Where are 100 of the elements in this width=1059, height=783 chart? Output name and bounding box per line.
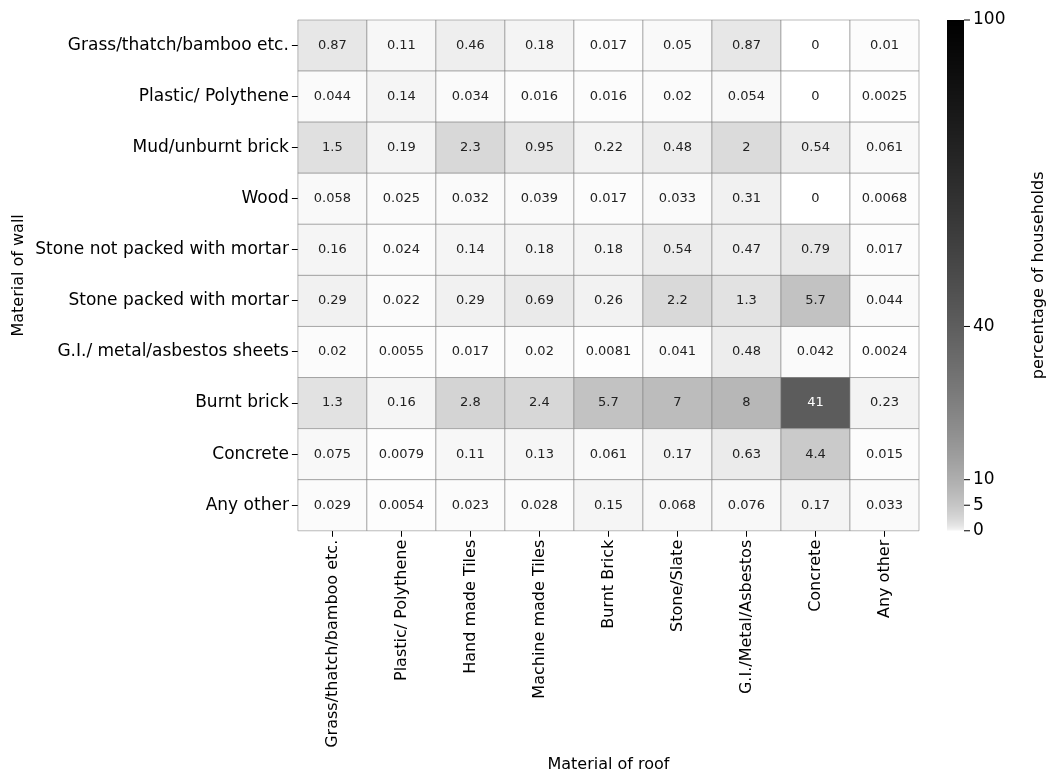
data-label: 0.016 — [589, 87, 628, 103]
data-label: 0.015 — [865, 445, 904, 461]
data-label: 0.16 — [317, 241, 347, 257]
data-label: 2.8 — [460, 394, 481, 410]
data-label: 0.18 — [593, 241, 623, 257]
data-label: 5.7 — [805, 292, 826, 308]
data-label: 41 — [807, 394, 824, 410]
data-label: 0.14 — [455, 241, 485, 257]
data-label: 5.7 — [598, 394, 619, 410]
color-bar-label: 40 — [973, 314, 995, 335]
x-tick-label: Machine made Tiles — [528, 539, 548, 699]
data-label: 0.0079 — [378, 445, 425, 461]
data-label: 4.4 — [805, 445, 826, 461]
color-bar-label: 10 — [973, 468, 995, 489]
data-label: 0.26 — [593, 292, 623, 308]
data-label: 0.15 — [593, 496, 623, 512]
data-label: 0.13 — [524, 445, 554, 461]
data-label: 0.95 — [524, 139, 554, 155]
data-label: 0.0025 — [861, 87, 908, 103]
x-tick-label: Concrete — [804, 539, 824, 612]
data-label: 1.5 — [322, 139, 343, 155]
data-label: 0.48 — [662, 139, 692, 155]
data-label: 0.076 — [727, 496, 766, 512]
data-label: 0.075 — [313, 445, 351, 461]
color-bar-label: 0 — [973, 519, 984, 540]
data-label: 1.3 — [736, 292, 757, 308]
x-tick-label: Hand made Tiles — [459, 539, 479, 674]
data-label: 2.3 — [460, 139, 481, 155]
data-label: 0.044 — [865, 292, 904, 308]
data-label: 0 — [811, 190, 820, 206]
data-label: 0.028 — [520, 496, 559, 512]
color-bar-label: 5 — [973, 493, 984, 514]
data-label: 2.2 — [667, 292, 688, 308]
data-label: 0.23 — [870, 394, 899, 410]
data-label: 0.017 — [865, 241, 904, 257]
y-tick-label: Wood — [241, 187, 289, 208]
data-label: 0.69 — [524, 292, 554, 308]
data-label: 7 — [673, 394, 682, 410]
data-label: 0.18 — [524, 241, 554, 257]
data-label: 0.02 — [524, 343, 554, 359]
y-tick-label: Any other — [205, 493, 289, 514]
data-label: 0.023 — [451, 496, 490, 512]
data-label: 1.3 — [322, 394, 343, 410]
data-label: 0.11 — [455, 445, 485, 461]
y-axis-title: Material of wall — [7, 214, 27, 337]
data-label: 0.22 — [593, 139, 623, 155]
data-label: 0.017 — [589, 36, 628, 52]
data-label: 0.31 — [731, 190, 761, 206]
data-label: 0.0068 — [861, 190, 908, 206]
data-label: 0.17 — [662, 445, 692, 461]
data-label: 0.29 — [455, 292, 485, 308]
y-tick-label: G.I./ metal/asbestos sheets — [57, 340, 290, 361]
data-label: 0.017 — [589, 190, 628, 206]
data-label: 0.034 — [451, 87, 490, 103]
data-label: 0.54 — [662, 241, 692, 257]
x-tick-label: Plastic/ Polythene — [390, 539, 410, 682]
y-tick-label: Concrete — [212, 442, 289, 463]
data-label: 0.02 — [662, 87, 692, 103]
data-label: 2.4 — [529, 394, 550, 410]
data-label: 0.032 — [451, 190, 490, 206]
data-label: 0.18 — [524, 36, 554, 52]
data-label: 0.19 — [386, 139, 416, 155]
color-bar-label: 100 — [973, 8, 1006, 29]
data-label: 0.16 — [386, 394, 416, 410]
data-label: 0.025 — [382, 190, 421, 206]
data-label: 0.039 — [520, 190, 559, 206]
data-label: 0.17 — [801, 496, 830, 512]
data-label: 0.63 — [731, 445, 761, 461]
data-label: 0.02 — [317, 343, 347, 359]
data-label: 0.044 — [313, 87, 351, 103]
data-label: 0.87 — [317, 36, 347, 52]
data-label: 0.024 — [382, 241, 421, 257]
y-tick-label: Grass/thatch/bamboo etc. — [67, 33, 289, 54]
x-tick-label: Any other — [873, 539, 893, 619]
data-label: 0.01 — [870, 36, 899, 52]
data-label: 0.061 — [865, 139, 904, 155]
data-label: 0.042 — [796, 343, 835, 359]
y-tick-label: Stone packed with mortar — [68, 289, 289, 310]
y-tick-label: Plastic/ Polythene — [138, 85, 289, 106]
color-bar-title: percentage of households — [1028, 171, 1048, 380]
data-label: 0.29 — [317, 292, 347, 308]
data-label: 0.47 — [731, 241, 761, 257]
data-label: 0.017 — [451, 343, 490, 359]
data-label: 0.0055 — [378, 343, 425, 359]
data-label: 0.48 — [731, 343, 761, 359]
x-tick-label: G.I./Metal/Asbestos — [735, 539, 755, 695]
x-tick-label: Burnt Brick — [597, 539, 617, 629]
data-label: 2 — [742, 139, 751, 155]
y-tick-label: Mud/unburnt brick — [132, 136, 290, 157]
data-label: 0.033 — [658, 190, 697, 206]
data-label: 0 — [811, 87, 820, 103]
data-label: 0.068 — [658, 496, 697, 512]
data-label: 0.79 — [801, 241, 830, 257]
data-label: 0.022 — [382, 292, 421, 308]
data-label: 0.054 — [727, 87, 766, 103]
y-tick-label: Burnt brick — [195, 391, 290, 412]
data-label: 0.87 — [731, 36, 761, 52]
y-tick-label: Stone not packed with mortar — [35, 238, 289, 259]
data-label: 0.46 — [455, 36, 485, 52]
data-label: 0.061 — [589, 445, 628, 461]
